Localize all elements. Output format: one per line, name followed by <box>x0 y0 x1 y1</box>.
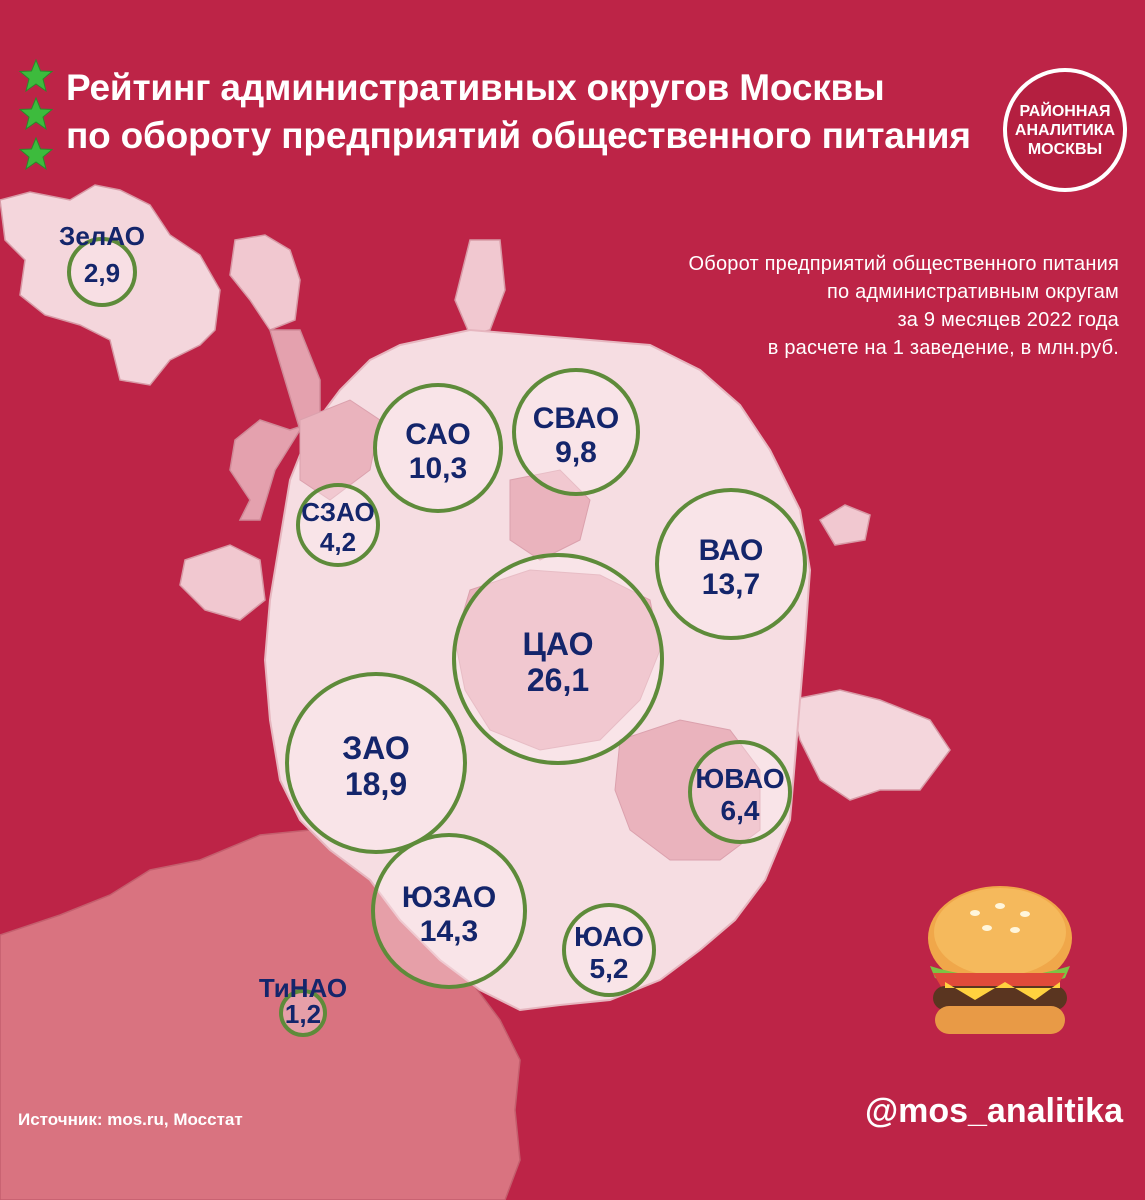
district-name-label: СВАО <box>533 402 619 435</box>
district-bubble: ЗелАО 2,9 <box>59 221 145 307</box>
district-circle <box>562 903 656 997</box>
caption-line-2: по административным округам <box>827 281 1119 303</box>
district-name-label: ВАО <box>699 534 764 567</box>
social-handle[interactable]: @mos_analitika <box>864 1092 1123 1130</box>
caption-line-1: Оборот предприятий общественного питания <box>688 253 1119 275</box>
district-shape-east-patch <box>818 504 871 546</box>
district-circle <box>452 553 664 765</box>
district-value-label: 26,1 <box>527 662 589 698</box>
district-name-label: СЗАО <box>301 497 374 527</box>
logo: РАЙОННАЯ АНАЛИТИКА МОСКВЫ <box>1003 68 1127 192</box>
district-shape-west-patch <box>179 544 266 621</box>
district-circle <box>279 989 327 1037</box>
district-circle <box>285 672 467 854</box>
district-shape-zelao <box>0 184 221 386</box>
district-shape-cao-tint <box>454 569 661 751</box>
logo-line-2: АНАЛИТИКА <box>1014 121 1116 139</box>
star-icon <box>18 96 54 131</box>
district-shape-se-ext <box>789 689 951 801</box>
district-value-label: 18,9 <box>345 766 407 802</box>
district-name-label: ЮВАО <box>695 763 784 794</box>
district-name-label: ТиНАО <box>259 973 347 1003</box>
caption-line-4: в расчете на 1 заведение, в млн.руб. <box>767 337 1119 359</box>
title-line-1: Рейтинг административных округов Москвы <box>66 67 885 108</box>
district-shape-sao-tint <box>299 399 381 501</box>
source-note: Источник: mos.ru, Мосстат <box>18 1110 243 1129</box>
district-circle <box>371 833 527 989</box>
district-shape-north-wedge <box>454 239 506 336</box>
district-name-label: ЦАО <box>523 626 594 662</box>
title-line-2: по обороту предприятий общественного пит… <box>66 115 971 156</box>
caption-line-3: за 9 месяцев 2022 года <box>897 309 1119 331</box>
district-value-label: 5,2 <box>590 953 629 984</box>
district-name-label: ЗАО <box>342 730 410 766</box>
district-shape-nw-patch <box>229 234 301 331</box>
district-circle <box>296 483 380 567</box>
logo-line-3: МОСКВЫ <box>1027 140 1103 158</box>
district-value-label: 10,3 <box>409 452 467 485</box>
district-circle <box>688 740 792 844</box>
district-value-label: 9,8 <box>555 436 597 469</box>
star-icon <box>18 58 54 93</box>
district-name-label: САО <box>405 418 471 451</box>
district-circle <box>655 488 807 640</box>
district-shape-nw-ext <box>229 329 321 521</box>
district-value-label: 1,2 <box>285 999 321 1029</box>
logo-line-1: РАЙОННАЯ <box>1019 102 1111 120</box>
district-circle <box>373 383 503 513</box>
map-caption: Оборот предприятий общественного питания… <box>559 250 1119 362</box>
district-value-label: 4,2 <box>320 527 356 557</box>
district-value-label: 14,3 <box>420 915 478 948</box>
district-value-label: 2,9 <box>84 258 120 288</box>
district-name-label: ЮЗАО <box>402 881 496 914</box>
burger-icon <box>928 886 1072 1034</box>
district-name-label: ЮАО <box>574 921 644 952</box>
district-circle <box>512 368 640 496</box>
star-icon <box>18 136 54 171</box>
district-name-label: ЗелАО <box>59 221 145 251</box>
district-circle <box>67 237 137 307</box>
district-shape-yuvao-tint <box>614 719 761 861</box>
district-value-label: 13,7 <box>702 568 760 601</box>
district-value-label: 6,4 <box>721 795 760 826</box>
